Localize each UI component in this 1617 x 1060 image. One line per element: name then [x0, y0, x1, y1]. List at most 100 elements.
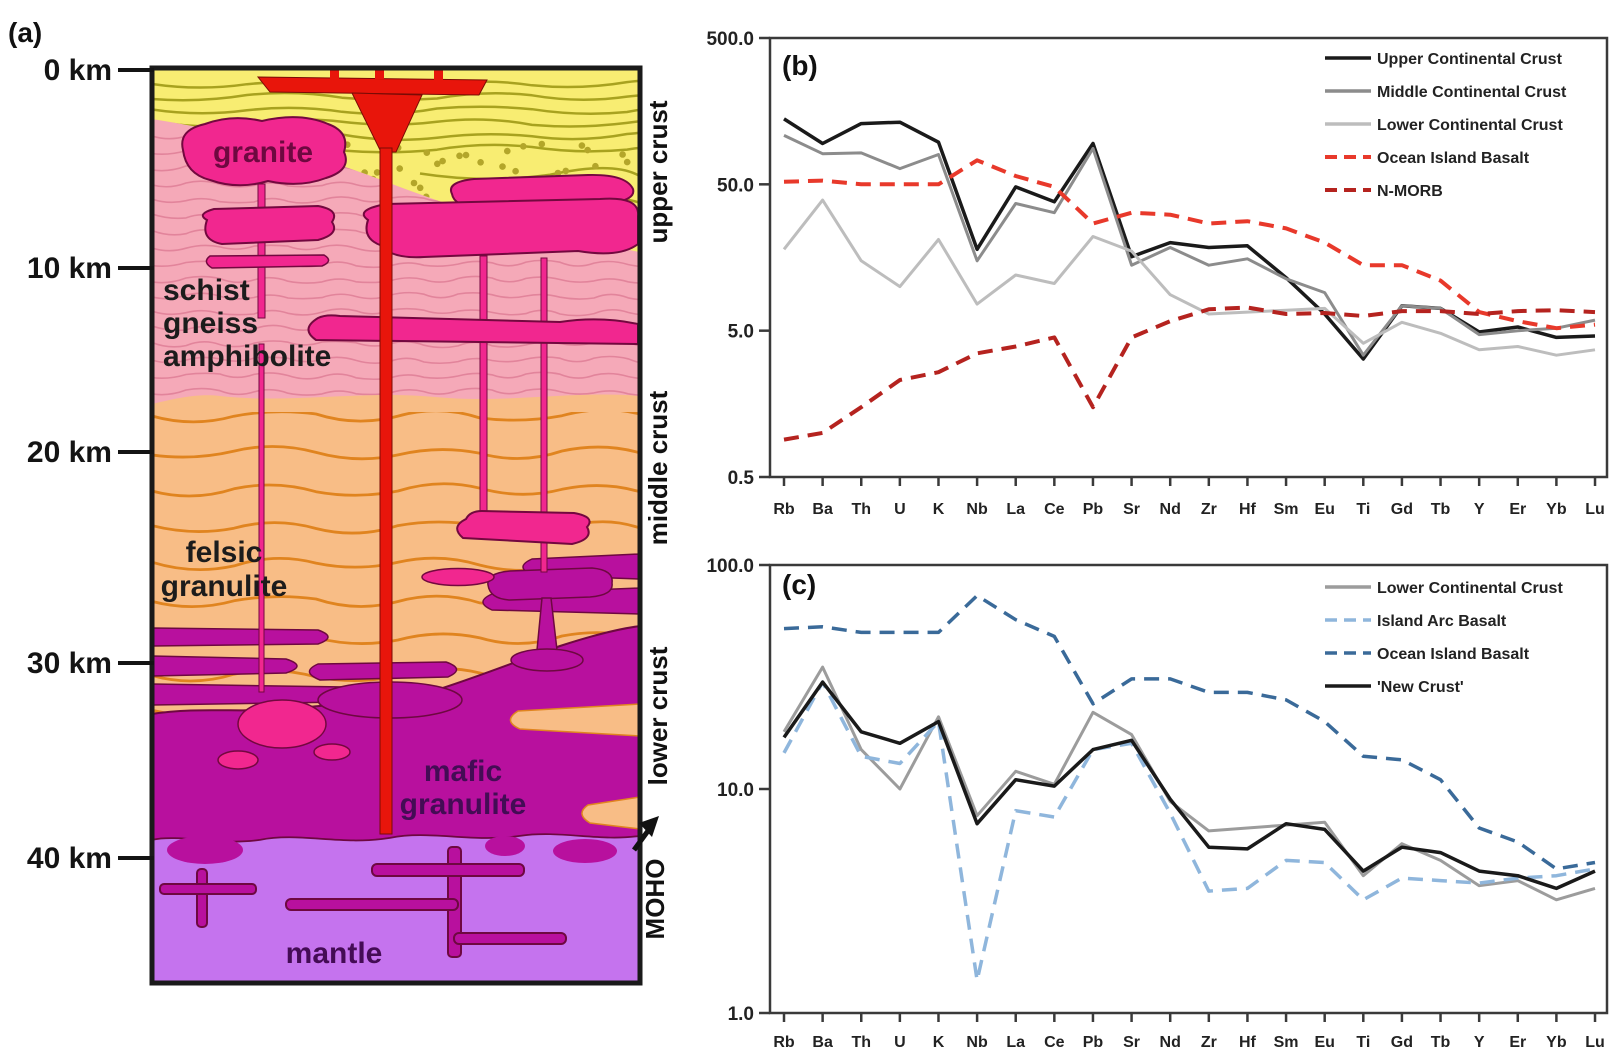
- sediment-dot: [578, 142, 586, 149]
- felsic-wedge: [581, 796, 640, 830]
- sediment-dot: [499, 163, 506, 170]
- legend-label-lower-continental-crust: Lower Continental Crust: [1377, 117, 1563, 134]
- x-tick-label-gd: Gd: [1391, 501, 1413, 518]
- x-tick-label-rb: Rb: [773, 501, 795, 518]
- lower-continental-crust-line: [782, 665, 1596, 902]
- granite-sill-wide: [307, 314, 639, 346]
- granite-dike: [257, 183, 266, 319]
- depth-scale: 0 km 10 km 20 km 30 km 40 km: [27, 54, 154, 875]
- sediment-dot: [584, 146, 591, 154]
- sediment-line: [152, 91, 640, 102]
- x-tick-label-tb: Tb: [1431, 501, 1451, 518]
- granite-dike: [479, 255, 488, 515]
- schist-label-line3: amphibolite: [163, 340, 331, 373]
- mantle-label: mantle: [286, 937, 383, 970]
- x-tick-label-yb: Yb: [1546, 1034, 1567, 1051]
- x-tick-label-ce: Ce: [1044, 501, 1065, 518]
- mafic-finger: [152, 627, 329, 647]
- sediment-line: [152, 105, 640, 116]
- sediment-dot: [562, 167, 570, 175]
- x-tick-label-k: K: [933, 1034, 945, 1051]
- ocean-island-basalt-line: [783, 158, 1596, 331]
- mafic-mushroom-cap: [487, 567, 613, 601]
- x-tick-label-ti: Ti: [1356, 501, 1370, 518]
- sediment-dot: [373, 169, 381, 176]
- panel-letter: (b): [782, 50, 818, 81]
- felsic-line: [152, 412, 640, 424]
- depth-label-40km: 40 km: [27, 842, 112, 875]
- y-tick-label: 50.0: [717, 175, 754, 196]
- schist-label-line1: schist: [163, 274, 250, 307]
- felsic-label-line1: felsic: [186, 536, 263, 569]
- side-label-middle-crust: middle crust: [643, 390, 673, 545]
- x-tick-label-la: La: [1006, 1034, 1025, 1051]
- mafic-bulge: [553, 839, 617, 863]
- sediment-dot: [619, 151, 626, 158]
- x-tick-label-la: La: [1006, 501, 1025, 518]
- panel-letter: (c): [782, 569, 816, 600]
- moho-arrow-head: [639, 816, 659, 837]
- x-tick-label-ce: Ce: [1044, 1034, 1065, 1051]
- mafic-finger: [152, 655, 298, 677]
- sediment-dot: [439, 157, 446, 165]
- legend-label-middle-continental-crust: Middle Continental Crust: [1377, 84, 1567, 101]
- schist-line: [152, 371, 640, 381]
- granite-dike: [540, 257, 548, 573]
- x-tick-label-nb: Nb: [966, 1034, 988, 1051]
- sediment-dot: [416, 184, 424, 192]
- legend-label-n-morb: N-MORB: [1377, 183, 1443, 200]
- sediment-dot: [554, 169, 562, 177]
- legend-label-ocean-island-basalt: Ocean Island Basalt: [1377, 150, 1530, 167]
- y-tick-label: 100.0: [706, 556, 754, 577]
- basalt-sill-top: [256, 76, 488, 96]
- sediment-dot: [477, 159, 484, 166]
- x-tick-label-sm: Sm: [1274, 1034, 1299, 1051]
- basalt-funnel: [351, 92, 423, 153]
- sediment-dot: [396, 165, 404, 172]
- x-tick-label-pb: Pb: [1083, 501, 1104, 518]
- basalt-dike-stem: [379, 147, 393, 835]
- x-tick-label-u: U: [894, 1034, 906, 1051]
- sediment-dot: [623, 158, 631, 166]
- moho-arrow-icon: [631, 816, 659, 852]
- mantle-dike-arm: [371, 863, 525, 877]
- x-tick-label-y: Y: [1474, 1034, 1485, 1051]
- mafic-sill: [510, 648, 584, 672]
- x-tick-label-eu: Eu: [1314, 1034, 1334, 1051]
- x-tick-label-lu: Lu: [1585, 1034, 1605, 1051]
- plot-area: [768, 563, 1609, 1015]
- legend-label-ocean-island-basalt: Ocean Island Basalt: [1377, 646, 1530, 663]
- basalt-feeder: [375, 68, 384, 79]
- basalt-feeder: [434, 68, 443, 82]
- x-tick-label-nb: Nb: [966, 501, 988, 518]
- legend-label-island-arc-basalt: Island Arc Basalt: [1377, 613, 1507, 630]
- y-tick-label: 5.0: [728, 322, 754, 343]
- granite-sill-small: [421, 567, 495, 587]
- cross-section-body: granite schist gneiss amphibolite felsic…: [152, 68, 640, 983]
- x-tick-label-k: K: [933, 501, 945, 518]
- depth-label-10km: 10 km: [27, 252, 112, 285]
- x-tick-label-ba: Ba: [812, 501, 833, 518]
- y-tick-label: 1.0: [728, 1004, 754, 1025]
- x-tick-label-er: Er: [1509, 501, 1526, 518]
- x-tick-label-zr: Zr: [1201, 1034, 1217, 1051]
- x-tick-label-rb: Rb: [773, 1034, 795, 1051]
- middle-continental-crust-line: [783, 134, 1596, 357]
- sediment-dot: [423, 149, 431, 156]
- granite-dike: [258, 343, 265, 693]
- panel-a-letter: (a): [8, 17, 42, 48]
- x-tick-label-gd: Gd: [1391, 1034, 1413, 1051]
- y-tick-label: 0.5: [728, 468, 755, 489]
- new-crust-line: [782, 680, 1596, 891]
- panel-a-cross-section: granite schist gneiss amphibolite felsic…: [8, 17, 673, 986]
- basalt-dike: [256, 68, 488, 835]
- schist-line: [152, 291, 640, 301]
- sediment-dot: [520, 143, 527, 150]
- x-tick-label-th: Th: [851, 1034, 871, 1051]
- n-morb-line: [783, 305, 1596, 442]
- sediment-line: [419, 166, 640, 181]
- felsic-line: [152, 445, 640, 461]
- legend-label-lower-continental-crust: Lower Continental Crust: [1377, 580, 1563, 597]
